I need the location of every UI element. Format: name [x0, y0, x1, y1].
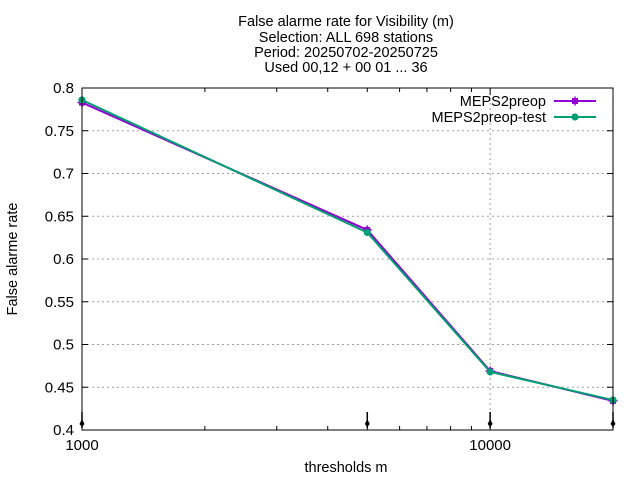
- series-1-point-1: [363, 228, 371, 237]
- y-tick-label-1: 0.45: [45, 379, 74, 396]
- chart-title: False alarme rate for Visibility (m) Sel…: [238, 14, 454, 76]
- x-tick-label-0: 1000: [65, 437, 98, 454]
- title-line-4: Used 00,12 + 00 01 ... 36: [264, 60, 427, 76]
- legend-marker-0: [570, 96, 580, 106]
- title-line-3: Period: 20250702-20250725: [254, 45, 438, 61]
- y-tick-label-3: 0.55: [45, 294, 74, 311]
- series-line-1: [81, 99, 614, 402]
- y-tick-label-0: 0.4: [53, 422, 74, 439]
- legend-marker-1: [571, 113, 579, 121]
- x-axis-label: thresholds m: [304, 460, 387, 476]
- sample-marker-2: [487, 419, 493, 427]
- axis-ticks: 0.4 0.45 0.5 0.55 0.6 0.65 0.7 0.75 0.8 1000 10000: [45, 80, 613, 454]
- legend-swatch-meps2preop-test: [554, 113, 596, 121]
- legend: MEPS2preop MEPS2preop-test: [432, 94, 596, 126]
- sample-markers: [79, 412, 616, 428]
- x-tick-label-1: 10000: [469, 437, 511, 454]
- y-tick-label-6: 0.7: [53, 166, 74, 183]
- plot-frame: [81, 87, 614, 431]
- legend-label-1: MEPS2preop: [460, 94, 546, 110]
- y-axis-label: False alarme rate: [5, 203, 21, 316]
- legend-label-2: MEPS2preop-test: [432, 110, 546, 126]
- y-tick-label-4: 0.6: [53, 251, 74, 268]
- sample-marker-1: [364, 419, 370, 427]
- series-line-0: [81, 101, 614, 402]
- series-1-point-2: [486, 368, 494, 376]
- grid: [82, 88, 613, 430]
- y-tick-label-7: 0.75: [45, 123, 74, 140]
- title-line-1: False alarme rate for Visibility (m): [238, 14, 454, 30]
- series-layer: [77, 96, 618, 406]
- title-line-2: Selection: ALL 698 stations: [259, 30, 433, 46]
- y-tick-label-8: 0.8: [53, 80, 74, 97]
- y-tick-label-5: 0.65: [45, 208, 74, 225]
- legend-swatch-meps2preop: [554, 96, 596, 106]
- y-tick-label-2: 0.5: [53, 337, 74, 354]
